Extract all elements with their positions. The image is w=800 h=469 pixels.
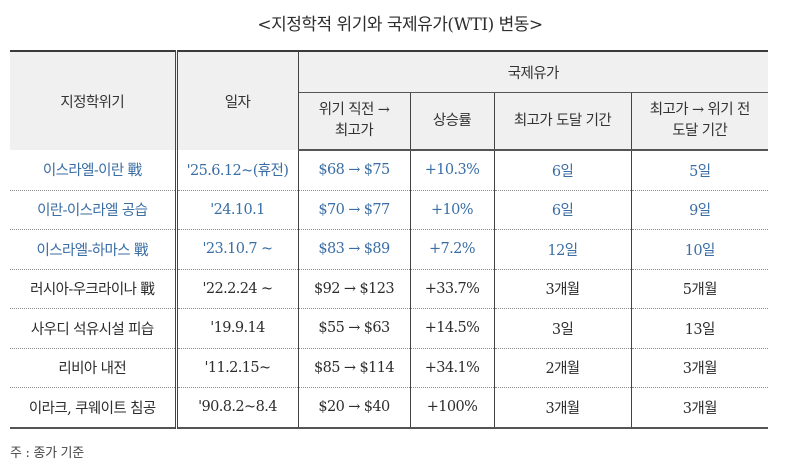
oil-price-crisis-table: 지정학위기 일자 국제유가 위기 직전 → 최고가 상승률 최고가 도달 기간 … bbox=[10, 50, 769, 429]
cell-peak-period: 3개월 bbox=[493, 387, 631, 429]
cell-crisis: 사우디 석유시설 피습 bbox=[10, 308, 176, 349]
cell-date: '19.9.14 bbox=[174, 308, 298, 349]
cell-price: $20 → $40 bbox=[297, 387, 410, 429]
cell-rise: +100% bbox=[409, 387, 494, 429]
table-row: 이스라엘-하마스 戰 '23.10.7 ~ $83 → $89 +7.2% 12… bbox=[10, 229, 769, 270]
cell-revert-period: 9일 bbox=[630, 190, 769, 230]
cell-date: '11.2.15~ bbox=[174, 348, 298, 388]
cell-date: '25.6.12~(휴전) bbox=[174, 150, 298, 191]
cell-revert-period: 5일 bbox=[630, 150, 769, 191]
header-revert-period-line2: 도달 기간 bbox=[672, 123, 728, 139]
cell-crisis: 이란-이스라엘 공습 bbox=[10, 190, 176, 230]
cell-crisis: 이스라엘-이란 戰 bbox=[10, 150, 176, 191]
table-row: 사우디 석유시설 피습 '19.9.14 $55 → $63 +14.5% 3일… bbox=[10, 308, 769, 349]
header-crisis: 지정학위기 bbox=[10, 50, 176, 150]
cell-peak-period: 2개월 bbox=[493, 348, 631, 388]
header-pre-to-peak-line2: 최고가 bbox=[334, 123, 374, 139]
cell-rise: +14.5% bbox=[409, 308, 494, 349]
cell-rise: +10% bbox=[409, 190, 494, 230]
header-date: 일자 bbox=[174, 50, 298, 150]
header-rise-rate: 상승률 bbox=[409, 92, 494, 151]
table-row: 이란-이스라엘 공습 '24.10.1 $70 → $77 +10% 6일 9일 bbox=[10, 190, 769, 230]
header-pre-to-peak: 위기 직전 → 최고가 bbox=[297, 92, 410, 151]
cell-peak-period: 12일 bbox=[493, 229, 631, 270]
cell-rise: +33.7% bbox=[409, 269, 494, 309]
cell-revert-period: 3개월 bbox=[630, 348, 769, 388]
footnote: 주 : 종가 기준 bbox=[10, 446, 84, 461]
header-peak-period: 최고가 도달 기간 bbox=[493, 92, 631, 151]
cell-revert-period: 13일 bbox=[630, 308, 769, 349]
cell-revert-period: 3개월 bbox=[630, 387, 769, 429]
cell-crisis: 이라크, 쿠웨이트 침공 bbox=[10, 387, 176, 429]
cell-date: '90.8.2~8.4 bbox=[174, 387, 298, 429]
table-title: <지정학적 위기와 국제유가(WTI) 변동> bbox=[257, 15, 543, 35]
header-pre-to-peak-line1: 위기 직전 → bbox=[318, 102, 390, 118]
cell-rise: +10.3% bbox=[409, 150, 494, 191]
table-row: 이스라엘-이란 戰 '25.6.12~(휴전) $68 → $75 +10.3%… bbox=[10, 150, 769, 191]
cell-peak-period: 6일 bbox=[493, 190, 631, 230]
cell-crisis: 리비아 내전 bbox=[10, 348, 176, 388]
cell-rise: +7.2% bbox=[409, 229, 494, 270]
cell-price: $92 → $123 bbox=[297, 269, 410, 309]
cell-price: $70 → $77 bbox=[297, 190, 410, 230]
cell-crisis: 러시아-우크라이나 戰 bbox=[10, 269, 176, 309]
cell-peak-period: 6일 bbox=[493, 150, 631, 191]
table-row: 리비아 내전 '11.2.15~ $85 → $114 +34.1% 2개월 3… bbox=[10, 348, 769, 388]
header-oil-price-group: 국제유가 bbox=[297, 50, 769, 93]
cell-rise: +34.1% bbox=[409, 348, 494, 388]
table-row: 러시아-우크라이나 戰 '22.2.24 ~ $92 → $123 +33.7%… bbox=[10, 269, 769, 309]
cell-date: '23.10.7 ~ bbox=[174, 229, 298, 270]
cell-peak-period: 3일 bbox=[493, 308, 631, 349]
cell-date: '24.10.1 bbox=[174, 190, 298, 230]
cell-date: '22.2.24 ~ bbox=[174, 269, 298, 309]
cell-price: $68 → $75 bbox=[297, 150, 410, 191]
cell-price: $85 → $114 bbox=[297, 348, 410, 388]
cell-price: $83 → $89 bbox=[297, 229, 410, 270]
cell-peak-period: 3개월 bbox=[493, 269, 631, 309]
cell-revert-period: 5개월 bbox=[630, 269, 769, 309]
cell-price: $55 → $63 bbox=[297, 308, 410, 349]
header-revert-period-line1: 최고가 → 위기 전 bbox=[649, 102, 751, 118]
cell-crisis: 이스라엘-하마스 戰 bbox=[10, 229, 176, 270]
table-row: 이라크, 쿠웨이트 침공 '90.8.2~8.4 $20 → $40 +100%… bbox=[10, 387, 769, 429]
header-revert-period: 최고가 → 위기 전 도달 기간 bbox=[630, 92, 769, 151]
cell-revert-period: 10일 bbox=[630, 229, 769, 270]
